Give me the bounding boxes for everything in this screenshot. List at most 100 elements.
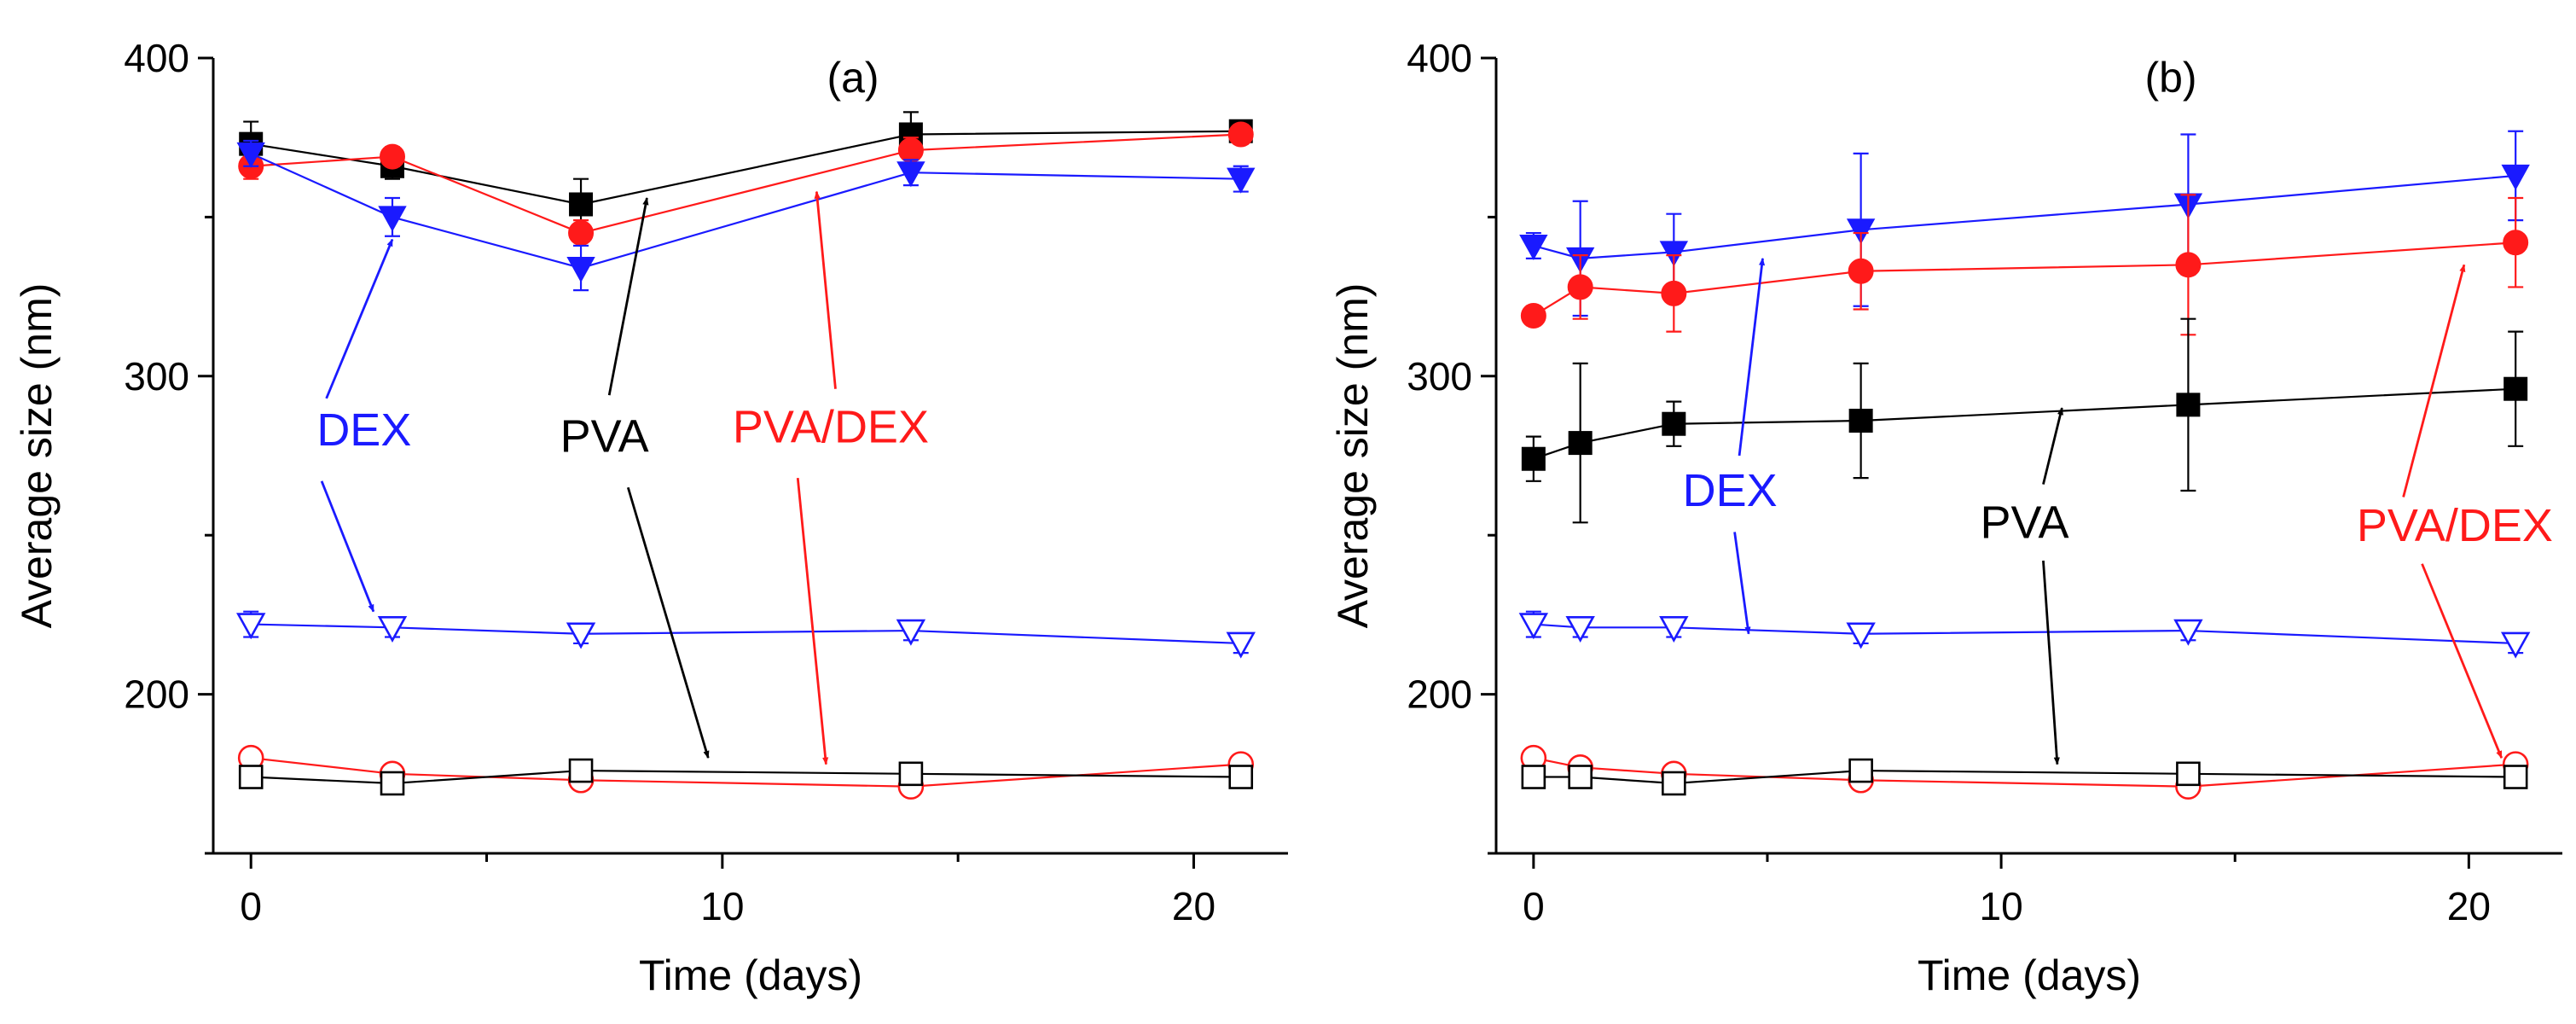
data-point-square [1568, 431, 1593, 456]
data-point-triangle-down [1518, 613, 1549, 640]
data-point-triangle-down [236, 613, 266, 640]
data-point-circle [2503, 230, 2529, 256]
panel-a-series-open-pva [238, 758, 1254, 796]
annotation-arrow [2042, 560, 2060, 765]
data-point-triangle-down [2501, 164, 2530, 190]
data-point-square [2176, 393, 2201, 417]
annotation-arrow [814, 190, 837, 389]
panel-b-series-open-pva [1521, 758, 2528, 796]
data-point-triangle-down [896, 161, 925, 188]
annotation-arrow [2402, 264, 2466, 497]
panel-a-x-tick-label: 0 [240, 884, 262, 928]
data-point-square [1662, 411, 1686, 436]
panel-a-series-open-dex [236, 610, 1256, 659]
data-point-circle [897, 137, 924, 164]
panel-b-annotation-pva-dex: PVA/DEX [2357, 264, 2553, 759]
data-point-triangle-down [1659, 616, 1689, 643]
panel-a-y-tick-label: 400 [124, 36, 189, 80]
panel-b-y-tick-label: 400 [1407, 36, 1472, 80]
data-point-circle [2175, 252, 2202, 278]
data-point-circle [1567, 274, 1593, 300]
panel-a-x-tick-label: 10 [700, 884, 744, 928]
data-point-square [568, 758, 594, 783]
panel-a-label: (a) [827, 54, 879, 102]
panel-a-annotation-pva-dex: PVA/DEX [733, 190, 929, 765]
panel-b-series-open-dex [1518, 610, 2531, 659]
panel-a-chart: 0 10 20 200 300 400 Time (days) Average size (n… [13, 36, 1288, 999]
data-point-triangle-down [1846, 218, 1876, 245]
data-point-square [1848, 408, 1873, 433]
annotation-label: PVA [1980, 497, 2068, 548]
data-point-triangle-down [896, 619, 926, 646]
data-point-square [1662, 771, 1686, 796]
panel-b-y-axis-title: Average size (nm) [1329, 283, 1377, 629]
panel-b-x-tick-label: 10 [1980, 884, 2023, 928]
data-point-triangle-down [236, 142, 265, 168]
annotation-label: DEX [1683, 465, 1778, 516]
data-point-triangle-down [1519, 234, 1548, 261]
data-point-square [569, 192, 594, 217]
panel-b-series-filled-pva-dex [1520, 194, 2529, 336]
data-point-square [2503, 376, 2528, 401]
panel-a-x-tick-label: 20 [1172, 884, 1215, 928]
annotation-arrow [1738, 257, 1766, 457]
data-point-square [1228, 765, 1254, 789]
annotation-arrow [796, 477, 829, 765]
annotation-arrow [626, 486, 710, 759]
data-point-triangle-down [1226, 631, 1256, 659]
panel-b-x-axis-title: Time (days) [1917, 951, 2141, 999]
annotation-label: PVA/DEX [733, 401, 929, 452]
data-point-triangle-down [2173, 619, 2203, 646]
data-point-square [2503, 765, 2528, 789]
panel-b-chart: 0 10 20 200 300 400 Time (days) Average size (n… [1329, 36, 2562, 999]
data-point-circle [1661, 280, 1687, 306]
panel-a-annotation-dex: DEX [316, 238, 411, 613]
panel-b-annotation-dex: DEX [1683, 257, 1778, 635]
annotation-arrow [320, 480, 375, 613]
panel-a-x-axis-title: Time (days) [639, 951, 862, 999]
data-point-triangle-down [1846, 622, 1876, 649]
panel-b-y-tick-label: 300 [1407, 354, 1472, 399]
data-point-circle [1848, 258, 1874, 284]
annotation-label: PVA/DEX [2357, 500, 2553, 551]
panel-b-y-tick-label: 200 [1407, 672, 1472, 717]
data-point-square [2176, 761, 2201, 787]
panel-b-x-tick-label: 0 [1523, 884, 1545, 928]
data-point-triangle-down [377, 616, 408, 643]
data-point-triangle-down [2500, 631, 2531, 659]
panel-b-series-filled-pva [1521, 317, 2528, 524]
annotation-label: DEX [316, 404, 411, 456]
panel-a-y-axis-title: Average size (nm) [13, 283, 61, 629]
data-point-square [1521, 765, 1546, 789]
data-point-triangle-down [1227, 167, 1256, 194]
data-point-triangle-down [566, 622, 596, 649]
panel-a-series-filled-pva-dex [238, 121, 1254, 247]
panel-b-label: (b) [2144, 54, 2196, 102]
annotation-arrow [607, 197, 649, 396]
data-point-circle [568, 220, 595, 247]
data-point-circle [1227, 121, 1254, 148]
panel-a-series-filled-dex [236, 139, 1256, 292]
data-point-triangle-down [378, 206, 407, 232]
data-point-triangle-down [1565, 616, 1595, 643]
data-point-circle [380, 143, 405, 170]
annotation-arrow [325, 238, 394, 399]
data-point-triangle-down [1659, 241, 1689, 267]
data-point-square [1521, 446, 1546, 471]
data-point-square [238, 765, 264, 789]
data-point-square [380, 771, 405, 796]
data-point-square [898, 761, 924, 787]
data-point-square [1568, 765, 1593, 789]
annotation-label: PVA [560, 411, 649, 463]
panel-b-annotation-pva: PVA [1980, 407, 2069, 765]
panel-b-x-tick-label: 20 [2447, 884, 2491, 928]
panel-a-y-tick-label: 300 [124, 354, 189, 399]
annotation-arrow [2421, 563, 2503, 759]
data-point-square [1848, 758, 1873, 783]
panel-a-annotation-pva: PVA [560, 197, 710, 759]
data-point-circle [1520, 302, 1546, 329]
annotation-arrow [2042, 407, 2063, 485]
panel-a-y-tick-label: 200 [124, 672, 189, 717]
data-point-triangle-down [566, 257, 595, 283]
